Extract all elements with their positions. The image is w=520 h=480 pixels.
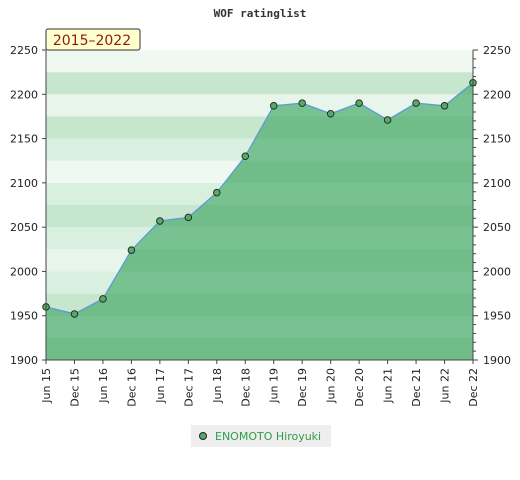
area-band (46, 249, 473, 272)
y-axis-left: 1900 1950 2000 2050 2100 2150 2200 2250 (10, 44, 46, 367)
legend[interactable]: ENOMOTO Hiroyuki (191, 425, 331, 447)
x-tick-label: Dec 16 (125, 368, 138, 407)
y-tick-label-left: 2100 (10, 177, 38, 190)
y-tick-label-right: 2150 (483, 133, 511, 146)
series-line (45, 82, 474, 315)
x-tick-label: Dec 15 (68, 368, 81, 407)
x-tick-label: Dec 18 (239, 368, 252, 407)
x-tick-label: Jun 18 (211, 368, 224, 404)
data-point[interactable] (184, 213, 193, 222)
data-point[interactable] (383, 116, 392, 124)
y-tick-label-left: 2150 (10, 133, 38, 146)
y-tick-label-right: 2000 (483, 265, 511, 278)
data-point[interactable] (99, 295, 107, 303)
y-tick-label-left: 1900 (10, 354, 38, 367)
data-point[interactable] (412, 99, 420, 107)
data-point[interactable] (213, 188, 221, 197)
data-point[interactable] (156, 217, 164, 225)
y-axis-right: 1900 1950 2000 2050 2100 2150 2200 2250 (483, 44, 511, 367)
x-tick-label: Jun 20 (325, 368, 338, 404)
x-tick-label: Jun 16 (97, 368, 110, 404)
rating-area (46, 82, 473, 361)
area-band (46, 337, 473, 360)
x-tick-label: Dec 21 (410, 368, 423, 407)
area-band (46, 271, 473, 294)
data-point[interactable] (298, 99, 306, 107)
y-tick-label-right: 2200 (483, 88, 511, 101)
background-band (46, 72, 473, 95)
y-tick-label-left: 2000 (10, 265, 38, 278)
x-tick-label: Jun 15 (40, 368, 53, 404)
y-tick-label-right: 1950 (483, 310, 511, 323)
x-tick-label: Dec 20 (353, 368, 366, 407)
legend-marker (199, 432, 207, 440)
axes (45, 49, 478, 361)
y-tick-label-right: 1900 (483, 354, 511, 367)
background-band (46, 50, 473, 73)
y-tick-label-left: 2050 (10, 221, 38, 234)
area-band (46, 227, 473, 250)
x-tick-label: Jun 22 (439, 368, 452, 404)
area-band (46, 293, 473, 316)
x-axis: Jun 15 Dec 15 Jun 16 Dec 16 Jun 17 Dec 17 Jun … (40, 360, 480, 407)
y-tick-label-right: 2100 (483, 177, 511, 190)
rating-line (45, 82, 474, 315)
period-badge-label: 2015–2022 (53, 33, 131, 49)
y-tick-label-right: 2050 (483, 221, 511, 234)
x-tick-label: Jun 19 (268, 368, 281, 404)
data-point[interactable] (70, 310, 79, 318)
data-point[interactable] (355, 99, 363, 107)
y-tick-label-right: 2250 (483, 44, 511, 57)
area-fill (46, 82, 473, 361)
x-tick-label: Dec 22 (467, 368, 480, 407)
y-tick-label-left: 2250 (10, 44, 38, 57)
chart-title: WOF ratinglist (214, 7, 307, 20)
data-points (42, 79, 477, 318)
y-tick-label-left: 2200 (10, 88, 38, 101)
data-point[interactable] (326, 110, 335, 118)
y-tick-label-left: 1950 (10, 310, 38, 323)
area-band (46, 315, 473, 338)
period-badge: 2015–2022 (45, 28, 141, 51)
data-point[interactable] (127, 246, 136, 254)
data-point[interactable] (269, 102, 278, 110)
data-point[interactable] (241, 152, 250, 161)
data-point[interactable] (440, 102, 449, 110)
legend-label: ENOMOTO Hiroyuki (215, 430, 321, 443)
x-tick-label: Dec 17 (182, 368, 195, 407)
x-tick-label: Jun 17 (154, 368, 167, 404)
x-tick-label: Jun 21 (382, 368, 395, 404)
x-tick-label: Dec 19 (296, 368, 309, 407)
